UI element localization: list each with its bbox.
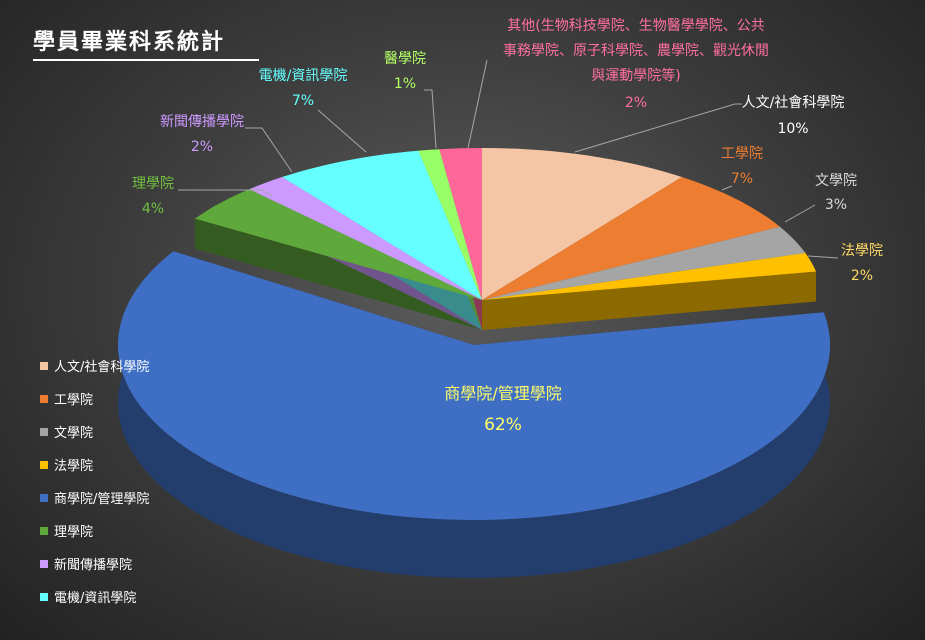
legend-swatch — [40, 526, 48, 535]
data-label-name: 工學院 — [721, 146, 763, 162]
legend-label: 文學院 — [54, 426, 94, 441]
legend-label: 電機/資訊學院 — [54, 591, 137, 606]
data-label-value: 2% — [850, 268, 874, 284]
legend-swatch — [40, 559, 48, 568]
legend-entry: 電機/資訊學院 — [40, 587, 136, 606]
legend-label: 法學院 — [54, 459, 94, 474]
leader-line — [807, 255, 839, 259]
data-label-value: 7% — [291, 93, 315, 109]
data-label-value: 2% — [624, 95, 648, 111]
leader-line — [245, 127, 293, 173]
data-label-value: 2% — [190, 139, 214, 155]
legend-swatch — [40, 460, 48, 469]
slice — [418, 149, 482, 300]
slice — [482, 148, 682, 300]
legend-entry: 工學院 — [40, 389, 93, 408]
leader-line — [574, 103, 742, 153]
legend-swatch — [40, 361, 48, 370]
data-label-value: 62% — [484, 415, 522, 435]
leader-line — [424, 89, 437, 149]
legend-label: 工學院 — [54, 393, 94, 408]
leader-line — [784, 204, 816, 223]
legend-entry: 文學院 — [40, 422, 93, 441]
legend-entry: 人文/社會科學院 — [40, 356, 149, 375]
legend-label: 人文/社會科學院 — [54, 360, 150, 375]
leader-line — [467, 59, 488, 149]
data-label-name: 法學院 — [841, 243, 883, 259]
title-underline — [33, 59, 259, 61]
data-label-name: 商學院/管理學院 — [444, 384, 562, 403]
data-label-value: 3% — [824, 197, 848, 213]
slice — [282, 150, 482, 300]
legend-label: 理學院 — [54, 525, 94, 540]
slice — [439, 148, 482, 300]
data-label-name: 理學院 — [132, 176, 174, 192]
slice-side — [194, 218, 482, 330]
data-label-name: 醫學院 — [384, 51, 426, 67]
legend-label: 商學院/管理學院 — [54, 492, 150, 507]
data-label-value: 7% — [730, 171, 754, 187]
legend-swatch — [40, 394, 48, 403]
slice — [482, 226, 806, 300]
slice — [249, 177, 482, 300]
slice — [118, 251, 830, 520]
leader-line — [721, 185, 733, 191]
data-label-name: 文學院 — [815, 173, 857, 189]
legend-entry: 理學院 — [40, 521, 93, 540]
data-label-value: 4% — [141, 201, 165, 217]
legend-swatch — [40, 427, 48, 436]
data-label-value: 1% — [393, 76, 417, 92]
chart-title: 學員畢業科系統計 — [33, 30, 226, 55]
slice-side — [482, 271, 816, 330]
legend-swatch — [40, 493, 48, 502]
data-label-name: 電機/資訊學院 — [258, 68, 348, 84]
legend-swatch — [40, 592, 48, 601]
data-label-value: 10% — [777, 121, 809, 137]
data-label-name: 其他(生物科技學院、生物醫學學院、公共事務學院、原子科學院、農學院、觀光休閒與運… — [503, 18, 769, 84]
slice — [482, 177, 780, 300]
legend-label: 新聞傳播學院 — [54, 558, 133, 573]
legend-entry: 新聞傳播學院 — [40, 554, 132, 573]
data-label-name: 人文/社會科學院 — [741, 95, 845, 111]
legend-entry: 商學院/管理學院 — [40, 488, 149, 507]
legend-entry: 法學院 — [40, 455, 93, 474]
slice — [482, 253, 816, 300]
leader-line — [178, 189, 273, 197]
data-label-name: 新聞傳播學院 — [160, 114, 244, 130]
slice — [194, 189, 482, 300]
leader-line — [317, 109, 367, 153]
